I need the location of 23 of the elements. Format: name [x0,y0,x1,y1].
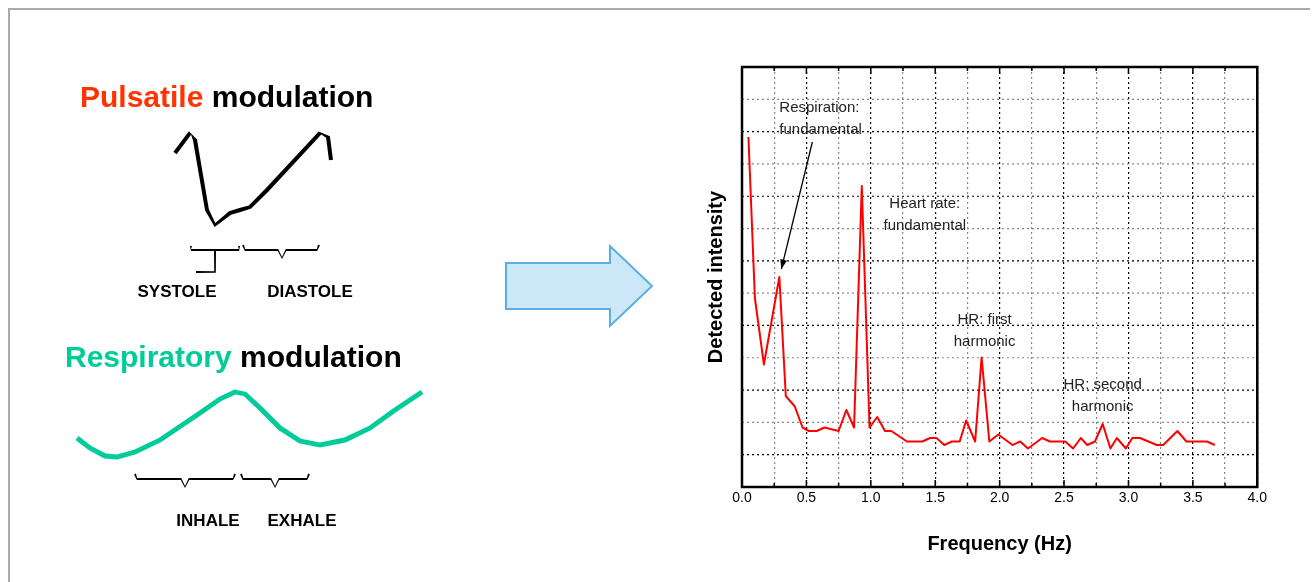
x-tick-label: 2.5 [1054,489,1074,506]
x-tick-label: 3.0 [1118,489,1139,506]
x-tick-label: 1.0 [861,489,881,506]
x-tick-label: 4.0 [1247,489,1268,506]
text: INHALE [176,511,240,531]
annotation: HR: first harmonic [953,310,1016,350]
x-tick-label: 3.5 [1183,489,1203,506]
annotation: HR: second harmonic [1063,374,1142,414]
text: SYSTOLE [137,282,217,302]
y-axis-title: Detected intensity [703,189,726,364]
text: Pulsatile [80,80,204,113]
text: Respiratory [65,340,232,373]
text: EXHALE [267,511,337,531]
text: modulation [211,80,374,113]
x-tick-label: 0.5 [796,489,817,506]
x-tick-label: 2.0 [989,489,1010,506]
x-axis-title: Frequency (Hz) [927,531,1072,554]
text: DIASTOLE [267,282,353,302]
x-tick-label: 1.5 [925,489,946,506]
text: modulation [240,340,402,373]
annotation: Respiration: fundamental [779,97,862,137]
annotation: Heart rate: fundamental [883,193,967,233]
x-tick-label: 0.0 [732,489,752,506]
